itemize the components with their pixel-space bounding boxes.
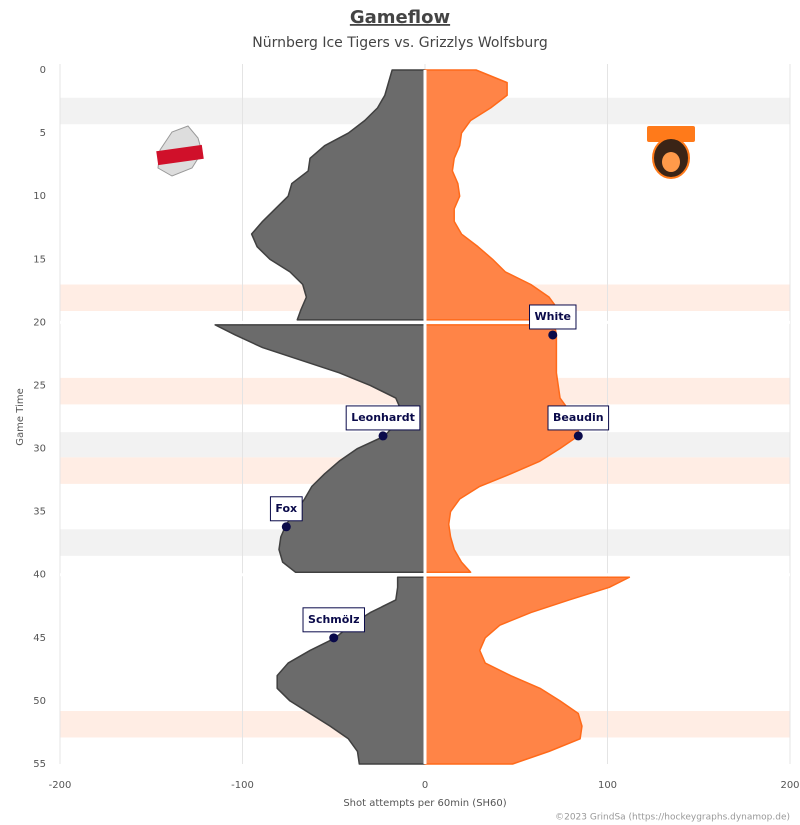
goal-label-box xyxy=(547,405,610,431)
chart-title: Gameflow xyxy=(350,7,450,28)
goal-label-box xyxy=(529,304,577,330)
goal-dot xyxy=(329,633,339,643)
goal-dot xyxy=(548,330,558,340)
y-tick-label: 10 xyxy=(33,191,46,202)
plot: White Leonhardt Beaudin Fox Schmölz xyxy=(60,69,790,765)
goal-label-box xyxy=(302,607,365,633)
x-tick-label: -100 xyxy=(231,780,254,791)
team-area xyxy=(214,69,426,765)
y-tick-label: 30 xyxy=(33,444,46,455)
y-tick-label: 40 xyxy=(33,570,46,581)
logo-left xyxy=(156,125,204,177)
goal-label: Fox xyxy=(275,502,297,515)
x-tick-label: 200 xyxy=(780,780,799,791)
goal-label-box xyxy=(345,405,421,431)
x-tick-label: -200 xyxy=(49,780,72,791)
logo-right xyxy=(647,126,695,179)
x-tick-label: 100 xyxy=(598,780,617,791)
y-tick-label: 35 xyxy=(33,507,46,518)
y-tick-label: 25 xyxy=(33,380,46,391)
y-tick-label: 0 xyxy=(40,65,46,76)
y-tick-label: 55 xyxy=(33,759,46,770)
goal-dot xyxy=(281,522,291,532)
goal-label: Beaudin xyxy=(553,411,604,424)
goal-label: Schmölz xyxy=(308,613,359,626)
goal-label: Leonhardt xyxy=(351,411,415,424)
goal-label-box xyxy=(269,496,303,522)
team-area xyxy=(424,69,631,765)
y-tick-label: 5 xyxy=(40,128,46,139)
y-tick-label: 15 xyxy=(33,254,46,265)
footer: ©2023 GrindSa (https://hockeygraphs.dyna… xyxy=(555,813,790,823)
goal-dot xyxy=(378,431,388,441)
x-tick-label: 0 xyxy=(422,780,428,791)
x-axis-label: Shot attempts per 60min (SH60) xyxy=(343,798,506,809)
y-tick-label: 50 xyxy=(33,696,46,707)
y-tick-label: 20 xyxy=(33,317,46,328)
y-tick-label: 45 xyxy=(33,633,46,644)
goal-dot xyxy=(573,431,583,441)
chart-subtitle: Nürnberg Ice Tigers vs. Grizzlys Wolfsbu… xyxy=(252,35,547,51)
y-axis-label: Game Time xyxy=(15,388,26,445)
goal-label: White xyxy=(535,310,571,323)
